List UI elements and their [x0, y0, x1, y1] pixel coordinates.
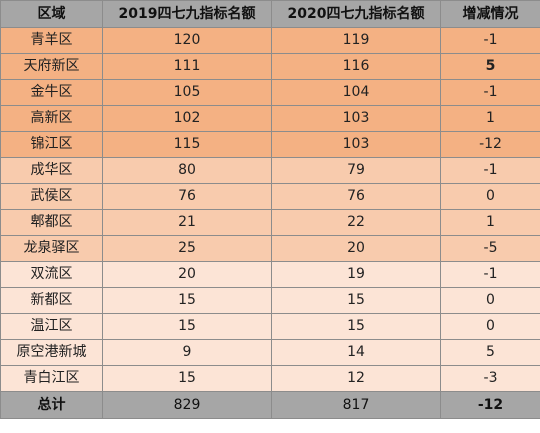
table-row: 青白江区 15 12 -3: [0, 365, 540, 392]
region-cell: 高新区: [0, 105, 103, 132]
quota-comparison-table: 区域 2019四七九指标名额 2020四七九指标名额 增减情况 青羊区 120 11…: [0, 0, 540, 419]
table-row: 武侯区 76 76 0: [0, 183, 540, 210]
change-cell: -1: [440, 27, 540, 54]
quota-2019-cell: 115: [102, 131, 272, 158]
total-2020-value: 817: [271, 391, 441, 419]
change-cell: -1: [440, 157, 540, 184]
table-row: 金牛区 105 104 -1: [0, 79, 540, 106]
quota-2020-cell: 104: [271, 79, 441, 106]
quota-2020-cell: 12: [271, 365, 441, 392]
change-cell: 5: [440, 53, 540, 80]
quota-2020-cell: 103: [271, 131, 441, 158]
quota-2019-cell: 20: [102, 261, 272, 288]
change-cell: 1: [440, 105, 540, 132]
region-cell: 成华区: [0, 157, 103, 184]
header-row: 区域 2019四七九指标名额 2020四七九指标名额 增减情况: [0, 0, 540, 28]
total-label: 总计: [0, 391, 103, 419]
quota-2019-cell: 15: [102, 287, 272, 314]
quota-2020-cell: 76: [271, 183, 441, 210]
quota-2020-cell: 19: [271, 261, 441, 288]
change-cell: -5: [440, 235, 540, 262]
table-header: 区域 2019四七九指标名额 2020四七九指标名额 增减情况: [0, 0, 540, 28]
quota-2020-cell: 116: [271, 53, 441, 80]
change-cell: -12: [440, 131, 540, 158]
region-cell: 青白江区: [0, 365, 103, 392]
region-cell: 原空港新城: [0, 339, 103, 366]
quota-2019-cell: 15: [102, 365, 272, 392]
table-row: 原空港新城 9 14 5: [0, 339, 540, 366]
quota-2020-cell: 14: [271, 339, 441, 366]
change-cell: 0: [440, 313, 540, 340]
table-row: 温江区 15 15 0: [0, 313, 540, 340]
change-cell: -1: [440, 261, 540, 288]
table-row: 青羊区 120 119 -1: [0, 27, 540, 54]
region-cell: 温江区: [0, 313, 103, 340]
region-cell: 双流区: [0, 261, 103, 288]
region-cell: 天府新区: [0, 53, 103, 80]
table-row: 天府新区 111 116 5: [0, 53, 540, 80]
quota-2019-cell: 80: [102, 157, 272, 184]
change-cell: -1: [440, 79, 540, 106]
quota-2019-cell: 120: [102, 27, 272, 54]
table-row: 高新区 102 103 1: [0, 105, 540, 132]
header-region: 区域: [0, 0, 103, 28]
region-cell: 郫都区: [0, 209, 103, 236]
quota-2020-cell: 79: [271, 157, 441, 184]
region-cell: 锦江区: [0, 131, 103, 158]
change-cell: 0: [440, 183, 540, 210]
change-cell: 5: [440, 339, 540, 366]
header-2020-quota: 2020四七九指标名额: [271, 0, 441, 28]
table-row: 成华区 80 79 -1: [0, 157, 540, 184]
table-row: 龙泉驿区 25 20 -5: [0, 235, 540, 262]
quota-2020-cell: 15: [271, 313, 441, 340]
region-cell: 新都区: [0, 287, 103, 314]
quota-2019-cell: 102: [102, 105, 272, 132]
header-change: 增减情况: [440, 0, 540, 28]
table-body: 青羊区 120 119 -1 天府新区 111 116 5 金牛区 105 104 -1 高新区 102 1…: [0, 27, 540, 392]
quota-2020-cell: 103: [271, 105, 441, 132]
table-row: 郫都区 21 22 1: [0, 209, 540, 236]
table-row: 新都区 15 15 0: [0, 287, 540, 314]
quota-2019-cell: 21: [102, 209, 272, 236]
change-cell: 0: [440, 287, 540, 314]
quota-2020-cell: 119: [271, 27, 441, 54]
region-cell: 武侯区: [0, 183, 103, 210]
total-row: 总计 829 817 -12: [0, 391, 540, 419]
change-cell: 1: [440, 209, 540, 236]
quota-2019-cell: 25: [102, 235, 272, 262]
header-2019-quota: 2019四七九指标名额: [102, 0, 272, 28]
region-cell: 金牛区: [0, 79, 103, 106]
total-change-value: -12: [440, 391, 540, 419]
change-cell: -3: [440, 365, 540, 392]
region-cell: 龙泉驿区: [0, 235, 103, 262]
table-row: 双流区 20 19 -1: [0, 261, 540, 288]
region-cell: 青羊区: [0, 27, 103, 54]
quota-2019-cell: 105: [102, 79, 272, 106]
quota-2020-cell: 20: [271, 235, 441, 262]
table-row: 锦江区 115 103 -12: [0, 131, 540, 158]
quota-2019-cell: 15: [102, 313, 272, 340]
quota-2019-cell: 76: [102, 183, 272, 210]
total-2019-value: 829: [102, 391, 272, 419]
quota-2019-cell: 9: [102, 339, 272, 366]
quota-2019-cell: 111: [102, 53, 272, 80]
quota-2020-cell: 22: [271, 209, 441, 236]
quota-2020-cell: 15: [271, 287, 441, 314]
table-footer: 总计 829 817 -12: [0, 391, 540, 419]
